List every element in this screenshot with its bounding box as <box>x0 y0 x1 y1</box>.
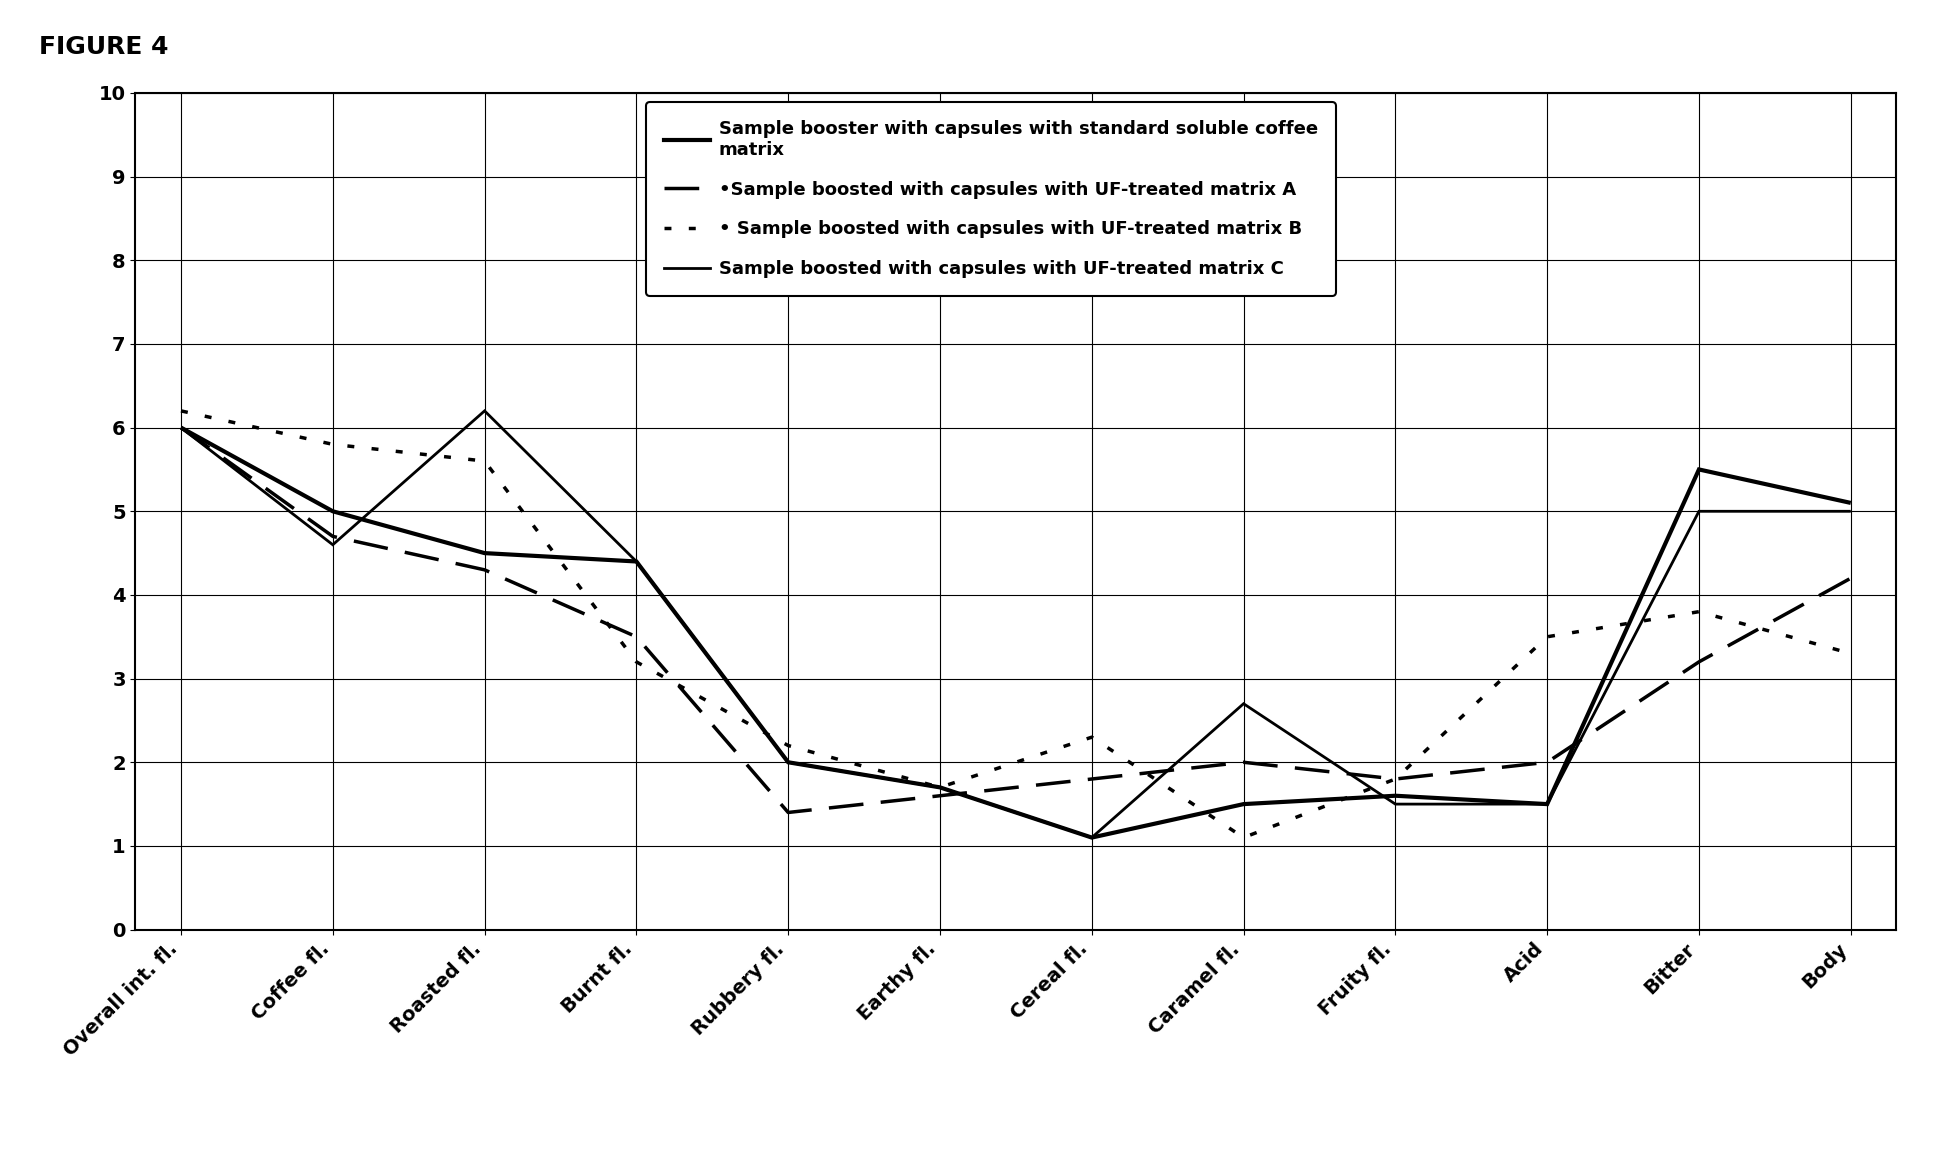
Text: FIGURE 4: FIGURE 4 <box>39 35 168 59</box>
Legend: Sample booster with capsules with standard soluble coffee
matrix, •Sample booste: Sample booster with capsules with standa… <box>646 102 1335 296</box>
